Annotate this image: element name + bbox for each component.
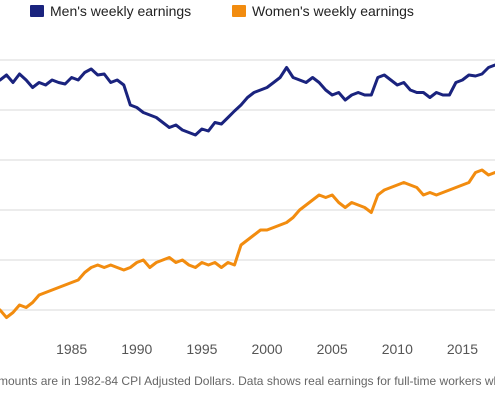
series-line-women xyxy=(0,168,495,319)
legend-label-men: Men's weekly earnings xyxy=(50,3,191,19)
series-lines xyxy=(0,63,495,319)
x-tick-label: 2010 xyxy=(382,341,413,357)
legend-swatch-men xyxy=(30,5,44,17)
x-tick-label: 2005 xyxy=(317,341,348,357)
gridlines xyxy=(0,59,495,311)
x-tick-label: 1985 xyxy=(56,341,87,357)
chart-footnote: Amounts are in 1982-84 CPI Adjusted Doll… xyxy=(0,374,495,388)
legend-swatch-women xyxy=(232,5,246,17)
x-axis-ticks: 1985 1990 1995 2000 2005 2010 2015 xyxy=(56,341,478,357)
x-tick-label: 2015 xyxy=(447,341,478,357)
x-tick-label: 2000 xyxy=(251,341,282,357)
x-tick-label: 1990 xyxy=(121,341,152,357)
legend-label-women: Women's weekly earnings xyxy=(252,3,414,19)
x-tick-label: 1995 xyxy=(186,341,217,357)
legend: Men's weekly earnings Women's weekly ear… xyxy=(30,3,414,19)
series-line-men xyxy=(0,63,495,137)
